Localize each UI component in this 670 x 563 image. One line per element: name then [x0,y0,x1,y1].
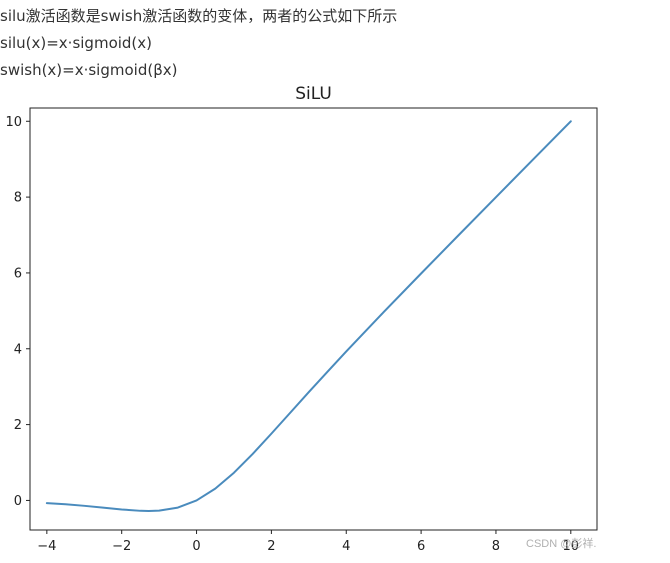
y-tick-label: 2 [14,418,22,433]
x-tick-label: 8 [492,539,500,554]
x-tick-label: 2 [267,539,275,554]
y-tick-label: 4 [14,342,22,357]
x-tick-label: 6 [417,539,425,554]
x-tick-label: 10 [563,539,580,554]
x-tick-label: 4 [342,539,350,554]
intro-line-silu-formula: silu(x)=x·sigmoid(x) [0,34,153,52]
watermark: CSDN @彭祥. [526,538,597,550]
x-tick-label: −2 [112,539,131,554]
y-tick-label: 8 [14,191,22,206]
x-tick-label: 0 [192,539,200,554]
plot-frame [29,107,598,531]
x-tick-label: −4 [37,539,56,554]
silu-curve [45,120,572,512]
x-axis: −4 −2 0 2 4 6 8 10 [37,530,579,554]
intro-line-swish-formula: swish(x)=x·sigmoid(βx) [0,61,178,79]
intro-text: silu激活函数是swish激活函数的变体，两者的公式如下所示 silu(x)=… [0,3,397,84]
chart-title: SiLU [295,84,332,104]
y-tick-label: 0 [14,494,22,509]
y-tick-label: 10 [5,115,22,130]
y-axis: 0 2 4 6 8 10 [5,115,30,509]
intro-line-description: silu激活函数是swish激活函数的变体，两者的公式如下所示 [0,7,398,25]
y-tick-label: 6 [14,266,22,281]
